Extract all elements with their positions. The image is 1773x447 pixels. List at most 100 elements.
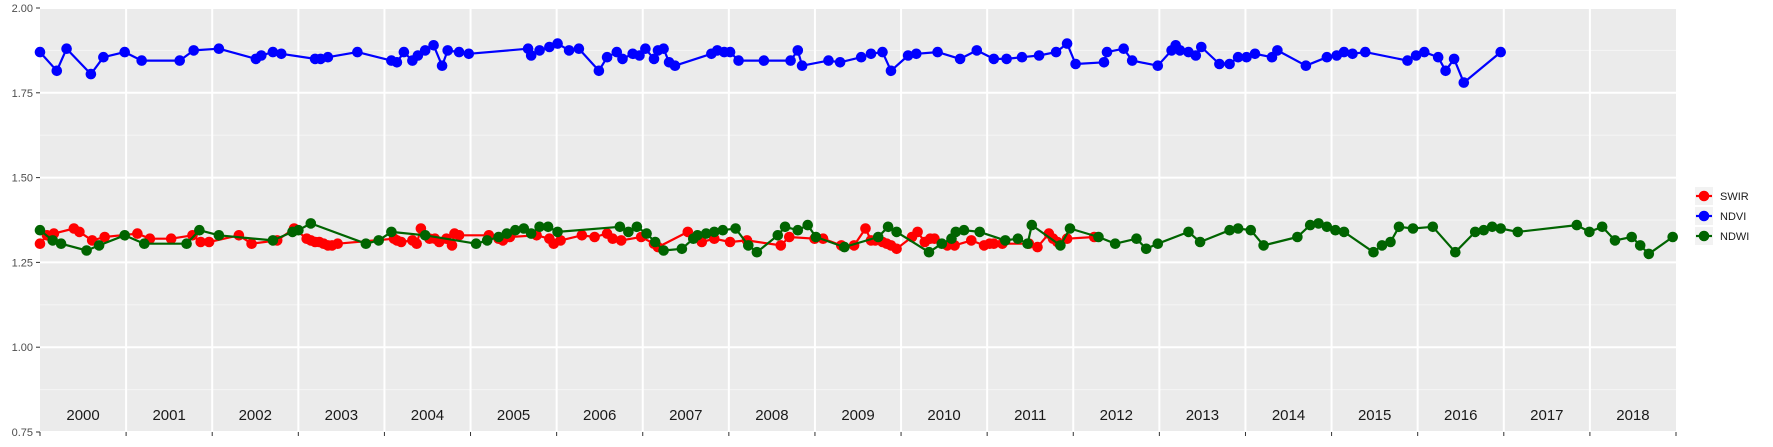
data-point-ndwi [1427, 221, 1439, 233]
data-point-ndwi [525, 228, 537, 239]
data-point-swir [775, 240, 787, 251]
data-point-ndwi [360, 238, 372, 249]
year-label: 2011 [1014, 407, 1046, 424]
data-point-swir [99, 231, 110, 243]
data-point-ndvi [1190, 50, 1202, 61]
data-point-ndwi [1469, 226, 1481, 238]
data-point-swir [203, 236, 215, 248]
data-point-ndvi [648, 53, 660, 65]
data-point-ndvi [119, 46, 130, 58]
data-point-ndwi [213, 230, 225, 241]
data-point-ndwi [1407, 223, 1419, 234]
data-point-ndwi [293, 224, 304, 236]
data-point-ndwi [676, 243, 688, 255]
data-point-ndvi [1001, 53, 1012, 65]
data-point-ndwi [923, 246, 935, 258]
data-point-ndwi [305, 218, 317, 229]
data-point-swir [411, 238, 423, 249]
year-label: 2006 [583, 407, 616, 424]
data-point-ndwi [709, 226, 720, 238]
data-point-ndwi [1012, 233, 1024, 244]
data-point-ndwi [1596, 221, 1608, 233]
data-point-swir [132, 228, 143, 239]
data-point-ndvi [463, 48, 475, 60]
data-point-ndvi [1152, 60, 1164, 71]
data-point-ndwi [1667, 231, 1678, 243]
data-point-ndvi [1448, 53, 1460, 65]
data-point-swir [784, 231, 795, 243]
year-label: 2007 [669, 407, 702, 424]
data-point-ndvi [188, 45, 199, 56]
data-point-ndwi [1321, 221, 1333, 233]
data-point-ndwi [1609, 235, 1621, 246]
year-label: 2000 [66, 407, 99, 424]
data-point-ndvi [1241, 51, 1252, 63]
data-point-swir [891, 243, 902, 255]
data-point-ndwi [181, 238, 192, 249]
data-point-ndwi [1634, 240, 1646, 251]
data-point-ndwi [419, 230, 431, 241]
data-point-ndwi [872, 231, 884, 243]
data-point-ndwi [1626, 231, 1637, 243]
data-point-ndwi [552, 226, 563, 238]
legend-label: NDVI [1720, 211, 1746, 223]
legend-key-point [1698, 210, 1710, 222]
data-point-ndwi [1152, 238, 1164, 249]
data-point-ndwi [47, 235, 58, 246]
data-point-ndvi [1360, 46, 1371, 58]
data-point-ndvi [1118, 43, 1129, 54]
data-point-swir [74, 226, 85, 238]
year-label: 2015 [1358, 407, 1391, 424]
data-point-ndwi [1385, 236, 1396, 248]
data-point-ndwi [631, 221, 643, 233]
data-point-ndwi [1338, 226, 1350, 238]
data-point-swir [607, 233, 618, 244]
data-point-ndwi [1026, 219, 1038, 231]
data-point-ndvi [792, 45, 804, 56]
data-point-swir [912, 226, 923, 238]
data-point-ndvi [1419, 46, 1430, 58]
data-point-ndvi [276, 48, 287, 60]
data-point-ndwi [55, 238, 67, 249]
data-point-ndvi [1321, 51, 1333, 63]
data-point-ndwi [700, 228, 712, 239]
data-point-ndvi [563, 45, 575, 56]
data-point-ndvi [255, 50, 267, 61]
data-point-ndvi [865, 48, 877, 60]
data-point-swir [555, 235, 566, 246]
data-point-ndvi [1432, 51, 1444, 63]
data-point-ndvi [1126, 55, 1138, 66]
data-point-ndvi [442, 45, 454, 56]
y-tick-label: 1.25 [12, 257, 33, 269]
data-point-ndvi [971, 45, 983, 56]
data-point-ndvi [534, 45, 545, 56]
data-point-ndwi [1478, 224, 1489, 236]
data-point-ndvi [322, 51, 334, 63]
data-point-ndwi [751, 246, 763, 258]
data-point-ndwi [623, 226, 634, 238]
data-point-ndvi [391, 57, 403, 68]
data-point-ndwi [692, 230, 703, 241]
data-point-ndwi [481, 235, 493, 246]
year-label: 2003 [325, 407, 358, 424]
legend: SWIR NDVI NDWI [1695, 187, 1749, 245]
data-point-swir [615, 235, 627, 246]
data-point-ndvi [1070, 58, 1081, 70]
year-label: 2018 [1616, 407, 1649, 424]
data-point-ndwi [373, 235, 385, 246]
year-label: 2005 [497, 407, 530, 424]
year-label: 2009 [841, 407, 874, 424]
data-point-ndwi [542, 221, 554, 233]
data-point-ndvi [98, 51, 109, 63]
data-point-ndwi [1571, 219, 1583, 231]
data-point-ndvi [834, 57, 846, 68]
legend-key-point [1698, 230, 1710, 242]
data-point-swir [860, 223, 871, 234]
data-point-ndvi [911, 48, 922, 60]
data-point-ndwi [534, 221, 545, 233]
data-point-swir [246, 238, 257, 249]
data-point-ndwi [34, 224, 46, 236]
data-point-ndvi [1224, 58, 1235, 70]
data-point-swir [724, 236, 736, 248]
data-point-swir [34, 238, 46, 249]
